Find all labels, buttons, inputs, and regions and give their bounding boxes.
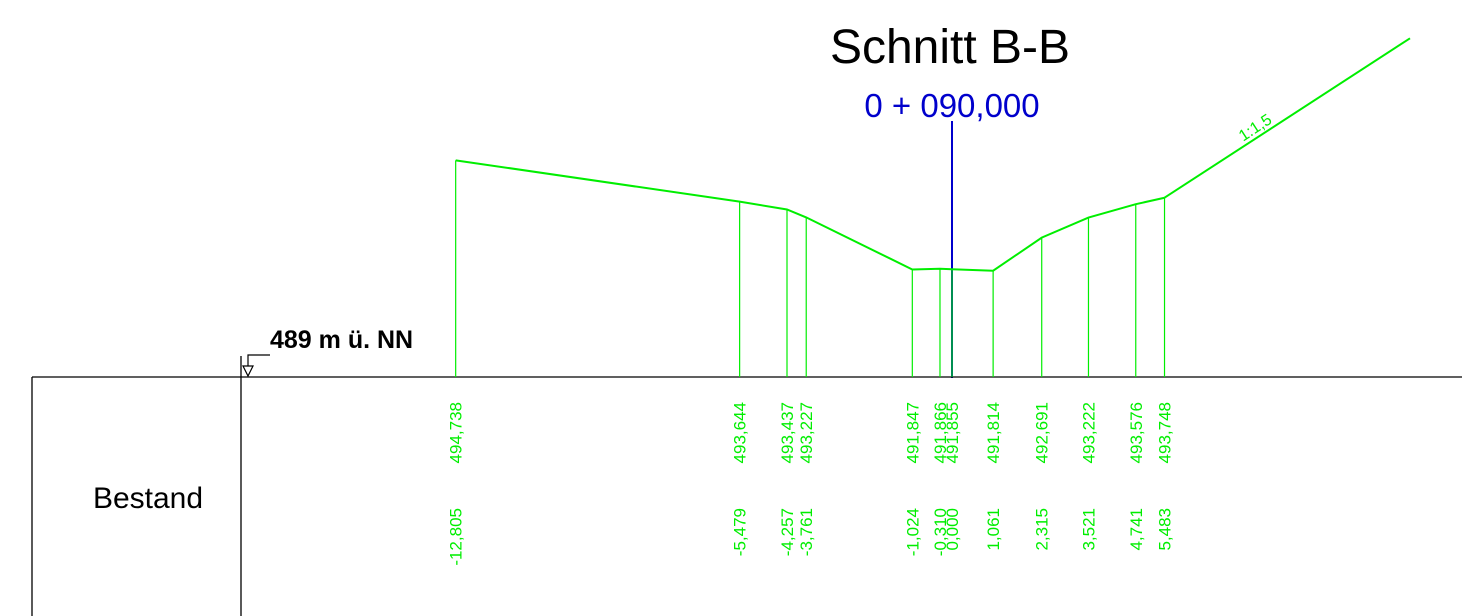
elevation-value: 492,691 xyxy=(1033,402,1052,463)
offset-value: 2,315 xyxy=(1033,508,1052,551)
offset-value: 5,483 xyxy=(1156,508,1175,551)
elevation-value: 491,866 xyxy=(931,402,950,463)
elevation-value: 491,814 xyxy=(984,402,1003,463)
offset-value: -1,024 xyxy=(903,508,922,556)
datum-marker xyxy=(242,354,270,378)
offset-value: -5,479 xyxy=(731,508,750,556)
terrain-profile-line xyxy=(455,159,1165,272)
datum-triangle-icon xyxy=(242,365,254,378)
slope-extension-line xyxy=(1163,37,1411,199)
elevation-value: 493,748 xyxy=(1156,402,1175,463)
elevation-value: 494,738 xyxy=(447,402,466,463)
offset-value: 4,741 xyxy=(1127,508,1146,551)
offset-value: -4,257 xyxy=(778,508,797,556)
terrain-marks: 494,738 -12,805 493,644 -5,479 493,437 -4,257… xyxy=(447,37,1411,566)
offset-value: -3,761 xyxy=(797,508,816,556)
elevation-value: 493,222 xyxy=(1079,402,1098,463)
elevation-value: 491,855 xyxy=(943,402,962,463)
elevation-value: 493,227 xyxy=(797,402,816,463)
offset-value: 3,521 xyxy=(1079,508,1098,551)
elevation-value: 491,847 xyxy=(903,402,922,463)
offset-value: 0,000 xyxy=(943,508,962,551)
datum-leader xyxy=(247,354,270,366)
slope-ratio-label: 1:1,5 xyxy=(1236,111,1275,145)
offset-value: 1,061 xyxy=(984,508,1003,551)
station-label: 0 + 090,000 xyxy=(864,87,1039,124)
drawing-title: Schnitt B-B xyxy=(830,21,1070,74)
offset-value: -0,310 xyxy=(931,508,950,556)
elevation-value: 493,437 xyxy=(778,402,797,463)
row-label-bestand: Bestand xyxy=(93,482,203,515)
offset-value: -12,805 xyxy=(447,508,466,566)
elevation-value: 493,644 xyxy=(731,402,750,463)
datum-label: 489 m ü. NN xyxy=(270,326,413,354)
elevation-value: 493,576 xyxy=(1127,402,1146,463)
